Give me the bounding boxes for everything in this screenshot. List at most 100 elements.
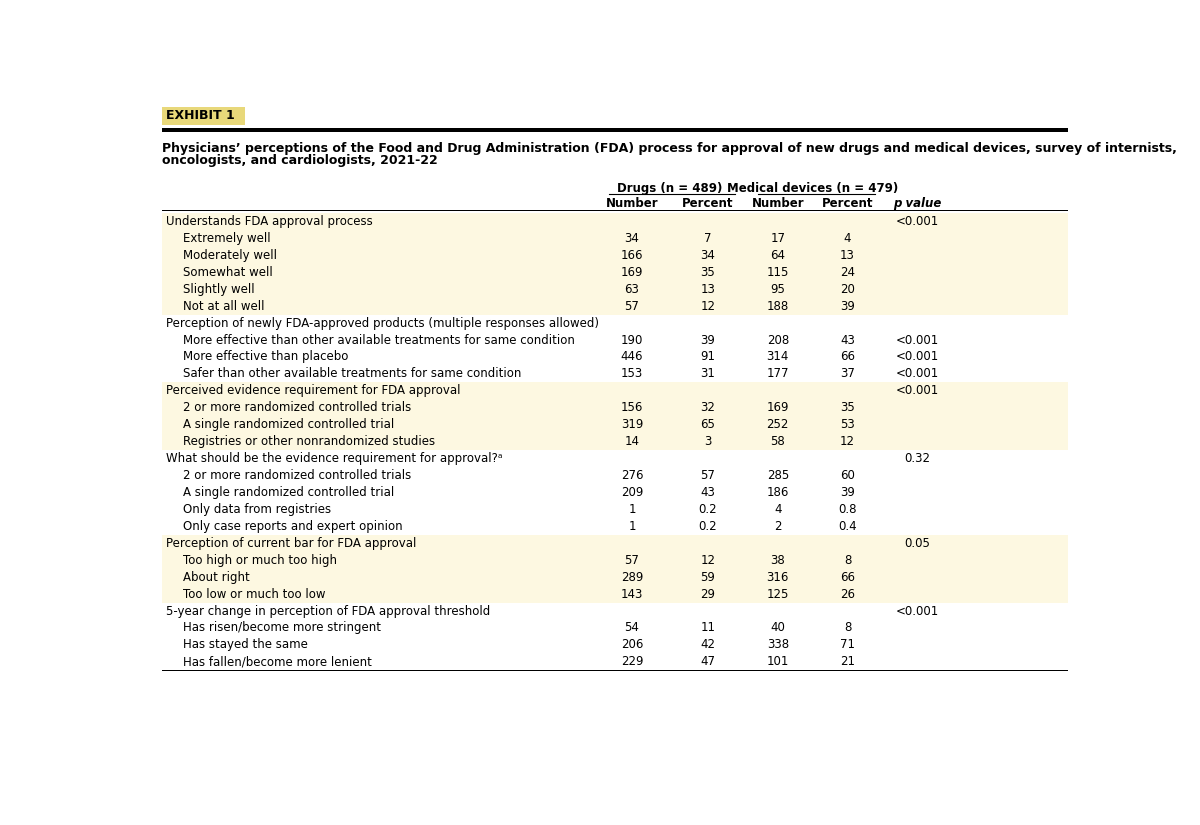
Text: 186: 186 bbox=[767, 486, 788, 499]
Bar bbox=[162, 382, 1068, 399]
Text: <0.001: <0.001 bbox=[895, 351, 938, 364]
Text: 289: 289 bbox=[620, 571, 643, 583]
Text: Not at all well: Not at all well bbox=[182, 299, 264, 313]
Text: 12: 12 bbox=[701, 554, 715, 567]
Text: 12: 12 bbox=[840, 435, 854, 448]
Text: 26: 26 bbox=[840, 587, 854, 601]
Bar bbox=[162, 636, 1068, 653]
Text: 34: 34 bbox=[701, 249, 715, 262]
Text: 57: 57 bbox=[625, 299, 640, 313]
Text: 0.05: 0.05 bbox=[905, 537, 930, 549]
Text: 2 or more randomized controlled trials: 2 or more randomized controlled trials bbox=[182, 401, 410, 414]
Text: 53: 53 bbox=[840, 418, 854, 431]
Text: 34: 34 bbox=[625, 232, 640, 245]
Text: <0.001: <0.001 bbox=[895, 605, 938, 618]
Text: 446: 446 bbox=[620, 351, 643, 364]
Text: 38: 38 bbox=[770, 554, 785, 567]
Text: 14: 14 bbox=[624, 435, 640, 448]
Text: 229: 229 bbox=[620, 655, 643, 668]
Text: 316: 316 bbox=[767, 571, 788, 583]
Text: Percent: Percent bbox=[822, 197, 874, 210]
Text: 39: 39 bbox=[840, 486, 854, 499]
Text: 4: 4 bbox=[774, 503, 781, 516]
Text: Has stayed the same: Has stayed the same bbox=[182, 639, 307, 652]
Text: EXHIBIT 1: EXHIBIT 1 bbox=[166, 110, 234, 122]
Bar bbox=[162, 332, 1068, 348]
Bar bbox=[162, 230, 1068, 247]
Text: 54: 54 bbox=[625, 621, 640, 634]
Text: 66: 66 bbox=[840, 351, 854, 364]
Text: 5-year change in perception of FDA approval threshold: 5-year change in perception of FDA appro… bbox=[166, 605, 490, 618]
Text: 95: 95 bbox=[770, 283, 785, 295]
Text: More effective than placebo: More effective than placebo bbox=[182, 351, 348, 364]
Text: More effective than other available treatments for same condition: More effective than other available trea… bbox=[182, 333, 575, 346]
Text: p value: p value bbox=[893, 197, 942, 210]
Text: 37: 37 bbox=[840, 367, 854, 380]
Text: Has risen/become more stringent: Has risen/become more stringent bbox=[182, 621, 380, 634]
Text: Percent: Percent bbox=[683, 197, 733, 210]
Text: 206: 206 bbox=[620, 639, 643, 652]
Text: 319: 319 bbox=[620, 418, 643, 431]
Text: 35: 35 bbox=[840, 401, 854, 414]
Bar bbox=[162, 210, 1068, 211]
Text: <0.001: <0.001 bbox=[895, 333, 938, 346]
Text: 40: 40 bbox=[770, 621, 785, 634]
Text: Perception of current bar for FDA approval: Perception of current bar for FDA approv… bbox=[166, 537, 416, 549]
Text: 39: 39 bbox=[701, 333, 715, 346]
Text: Perceived evidence requirement for FDA approval: Perceived evidence requirement for FDA a… bbox=[166, 384, 460, 398]
Text: 3: 3 bbox=[704, 435, 712, 448]
Text: Moderately well: Moderately well bbox=[182, 249, 276, 262]
Text: 0.8: 0.8 bbox=[839, 503, 857, 516]
Text: 20: 20 bbox=[840, 283, 854, 295]
Bar bbox=[162, 484, 1068, 501]
Text: 24: 24 bbox=[840, 266, 854, 279]
Text: Medical devices (n = 479): Medical devices (n = 479) bbox=[727, 182, 899, 196]
Text: 12: 12 bbox=[701, 299, 715, 313]
Text: 39: 39 bbox=[840, 299, 854, 313]
Text: <0.001: <0.001 bbox=[895, 367, 938, 380]
Text: 2 or more randomized controlled trials: 2 or more randomized controlled trials bbox=[182, 469, 410, 482]
Text: oncologists, and cardiologists, 2021-22: oncologists, and cardiologists, 2021-22 bbox=[162, 154, 437, 167]
Text: 7: 7 bbox=[704, 232, 712, 245]
Bar bbox=[162, 552, 1068, 568]
Text: 13: 13 bbox=[840, 249, 854, 262]
Text: <0.001: <0.001 bbox=[895, 215, 938, 228]
Text: Registries or other nonrandomized studies: Registries or other nonrandomized studie… bbox=[182, 435, 434, 448]
Text: 143: 143 bbox=[620, 587, 643, 601]
Bar bbox=[162, 568, 1068, 586]
Text: Drugs (n = 489): Drugs (n = 489) bbox=[617, 182, 722, 196]
Bar bbox=[162, 417, 1068, 433]
Text: 169: 169 bbox=[620, 266, 643, 279]
Text: 101: 101 bbox=[767, 655, 788, 668]
Text: 91: 91 bbox=[701, 351, 715, 364]
Text: 42: 42 bbox=[701, 639, 715, 652]
Bar bbox=[162, 264, 1068, 280]
Text: 0.4: 0.4 bbox=[838, 520, 857, 533]
Bar bbox=[162, 518, 1068, 535]
Text: Has fallen/become more lenient: Has fallen/become more lenient bbox=[182, 655, 372, 668]
Bar bbox=[162, 280, 1068, 298]
Bar bbox=[162, 106, 245, 125]
Bar bbox=[162, 365, 1068, 382]
Text: Number: Number bbox=[606, 197, 659, 210]
Text: 59: 59 bbox=[701, 571, 715, 583]
Bar bbox=[162, 213, 1068, 230]
Text: Only data from registries: Only data from registries bbox=[182, 503, 331, 516]
Text: 115: 115 bbox=[767, 266, 788, 279]
Bar bbox=[162, 298, 1068, 314]
Bar bbox=[162, 653, 1068, 671]
Text: 35: 35 bbox=[701, 266, 715, 279]
Text: Slightly well: Slightly well bbox=[182, 283, 254, 295]
Text: 2: 2 bbox=[774, 520, 781, 533]
Bar bbox=[162, 247, 1068, 264]
Text: 208: 208 bbox=[767, 333, 788, 346]
Text: Number: Number bbox=[751, 197, 804, 210]
Text: <0.001: <0.001 bbox=[895, 384, 938, 398]
Bar bbox=[162, 450, 1068, 467]
Bar bbox=[162, 671, 1068, 672]
Text: Only case reports and expert opinion: Only case reports and expert opinion bbox=[182, 520, 402, 533]
Bar bbox=[162, 535, 1068, 552]
Text: 4: 4 bbox=[844, 232, 851, 245]
Text: 21: 21 bbox=[840, 655, 854, 668]
Text: 8: 8 bbox=[844, 554, 851, 567]
